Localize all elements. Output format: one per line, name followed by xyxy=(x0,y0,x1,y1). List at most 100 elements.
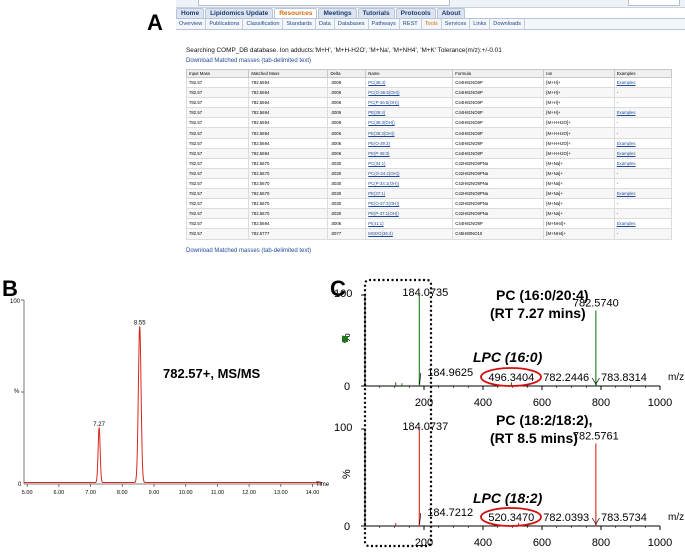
lipid-name-link[interactable]: PC(O-36:5(OH)) xyxy=(365,87,454,99)
subnav-item-data[interactable]: Data xyxy=(316,19,335,29)
table-cell: .0030 xyxy=(327,208,367,220)
table-cell: [M+NH4]+ xyxy=(543,218,615,230)
subnav-item-links[interactable]: Links xyxy=(470,19,491,29)
lipid-name-link[interactable]: PC(34:1) xyxy=(365,157,454,169)
table-cell: 782.57 xyxy=(185,107,250,119)
column-header[interactable]: Matched Mass xyxy=(248,69,329,78)
examples-link[interactable]: Examples xyxy=(613,188,673,200)
subnav-item-overview[interactable]: Overview xyxy=(176,19,207,29)
table-cell: 782.5670 xyxy=(248,188,329,200)
lipid-name-link[interactable]: PE(39:3(OH)) xyxy=(365,127,454,139)
lipid-name-link[interactable]: PE(O-39:3) xyxy=(365,137,454,149)
address-bar[interactable] xyxy=(198,0,450,6)
table-cell: [M+Na]+ xyxy=(543,188,615,200)
examples-link[interactable]: Examples xyxy=(613,218,673,230)
table-cell: 782.57 xyxy=(185,228,250,240)
lipid-name-link[interactable]: PE(P-37:1(OH)) xyxy=(365,208,454,220)
bottom-lpc-highlight xyxy=(480,507,542,527)
subnav-item-rest[interactable]: REST xyxy=(400,19,422,29)
lipid-name-link[interactable]: MGDG(36:4) xyxy=(365,228,454,240)
table-cell: 782.5670 xyxy=(248,177,329,190)
lipid-name-link[interactable]: PI(41:1) xyxy=(365,218,454,230)
bottom-x-axis-title: m/z xyxy=(668,512,684,523)
lipid-name-link[interactable]: PE(P-39:3) xyxy=(365,147,454,159)
top-x-tick-label: 800 xyxy=(592,397,610,409)
top-peak-label: 184.9625 xyxy=(427,367,473,379)
table-row: 782.57 782.5670.0030 PC(P-34:1(OH)) C42H82N… xyxy=(185,177,673,190)
table-cell: [M+H-H2O]+ xyxy=(543,127,615,139)
main-nav: Home Lipidomics Update Resources Meetings Tu… xyxy=(176,8,466,18)
subnav-item-publications[interactable]: Publications xyxy=(206,19,244,29)
table-cell: C44H81NO8P xyxy=(452,137,545,149)
examples-link[interactable]: Examples xyxy=(613,76,673,89)
series-marker xyxy=(342,336,348,342)
nav-tab-tutorials[interactable]: Tutorials xyxy=(357,8,395,18)
examples-link[interactable]: Examples xyxy=(613,107,673,119)
y-bottom-label: 0 xyxy=(18,482,22,488)
table-cell: 782.5694 xyxy=(248,87,329,99)
table-row: 782.57 782.5694.0006 PE(39:4) C44H81NO8P [M+… xyxy=(185,107,673,119)
top-rt-label: (RT 7.27 mins) xyxy=(490,305,586,321)
table-cell: 782.57 xyxy=(185,218,250,230)
nav-tab-home[interactable]: Home xyxy=(176,8,205,18)
table-cell: C45H80NO10 xyxy=(452,228,545,240)
table-row: 782.57 782.5694.0006 PC(36:3(OH)) C44H81NO8… xyxy=(185,117,673,129)
nav-tab-resources[interactable]: Resources xyxy=(274,8,318,18)
table-cell: 782.5694 xyxy=(248,97,329,109)
column-header[interactable]: Name xyxy=(365,69,454,78)
lipid-name-link[interactable]: PC(P-34:1(OH)) xyxy=(365,177,454,190)
lipid-name-link[interactable]: PC(O-34:2(OH)) xyxy=(365,167,454,179)
browser-search-box[interactable] xyxy=(628,0,680,6)
nav-tab-lipidomics-update[interactable]: Lipidomics Update xyxy=(205,8,274,18)
x-tick-label: 9.00 xyxy=(149,490,160,496)
nav-tab-protocols[interactable]: Protocols xyxy=(395,8,436,18)
table-cell: .0030 xyxy=(327,157,367,169)
y-mid-label: % xyxy=(14,389,20,395)
subnav-item-classification[interactable]: Classification xyxy=(243,19,284,29)
bottom-y-top-label: 100 xyxy=(334,422,352,434)
table-cell: 782.5694 xyxy=(248,107,329,119)
table-cell: 782.57 xyxy=(185,137,250,149)
table-cell: [M+H-H2O]+ xyxy=(543,137,615,149)
download-matched-link-bottom[interactable]: Download Matched masses (tab-delimited t… xyxy=(186,248,312,254)
column-header[interactable]: Input Mass xyxy=(185,69,250,78)
table-cell: 782.57 xyxy=(185,117,250,129)
table-cell: C44H81NO8P xyxy=(452,147,545,159)
bottom-x-tick-label: 200 xyxy=(415,537,433,549)
examples-link[interactable]: Examples xyxy=(613,147,673,159)
examples-link[interactable]: Examples xyxy=(613,137,673,149)
subnav-item-pathways[interactable]: Pathways xyxy=(369,19,400,29)
table-cell: - xyxy=(613,127,673,139)
subnav-item-databases[interactable]: Databases xyxy=(335,19,369,29)
table-cell: - xyxy=(613,228,673,240)
table-row: 782.57 782.5694.0006 PC(O-36:5(OH)) C44H81N… xyxy=(185,87,673,99)
table-cell: .0030 xyxy=(327,188,367,200)
bottom-peak-label: 782.0393 xyxy=(543,512,589,524)
table-cell: - xyxy=(613,198,673,210)
nav-tab-meetings[interactable]: Meetings xyxy=(318,8,357,18)
column-header[interactable]: Delta xyxy=(327,69,367,78)
table-cell: C42H82NO8PNa xyxy=(452,188,545,200)
table-cell: 782.57 xyxy=(185,157,250,169)
lipid-name-link[interactable]: PE(37:1) xyxy=(365,188,454,200)
lipid-name-link[interactable]: PC(P-36:5(OH)) xyxy=(365,97,454,109)
subnav-item-downloads[interactable]: Downloads xyxy=(490,19,525,29)
lipid-name-link[interactable]: PC(36:3(OH)) xyxy=(365,117,454,129)
column-header[interactable]: Ion xyxy=(543,69,615,78)
subnav-item-standards[interactable]: Standards xyxy=(283,19,316,29)
subnav-item-tools[interactable]: Tools xyxy=(422,19,442,29)
sub-nav: Overview Publications Classification Standa… xyxy=(176,18,685,30)
lipid-name-link[interactable]: PE(O-37:2(OH)) xyxy=(365,198,454,210)
subnav-item-services[interactable]: Services xyxy=(442,19,471,29)
column-header[interactable]: Examples xyxy=(613,69,673,78)
nav-tab-about[interactable]: About xyxy=(436,8,466,18)
table-row: 782.57 782.5670.0030 PE(37:1) C42H82NO8PNa[… xyxy=(185,188,673,200)
column-header[interactable]: Formula xyxy=(452,69,545,78)
table-cell: - xyxy=(613,87,673,99)
table-cell: 782.5694 xyxy=(248,127,329,139)
lipid-name-link[interactable]: PE(39:4) xyxy=(365,107,454,119)
examples-link[interactable]: Examples xyxy=(613,157,673,169)
lipid-name-link[interactable]: PC(36:4) xyxy=(365,76,454,89)
chromatogram-chart: 5.00 6.00 7.00 8.00 9.00 10.00 11.00 12.00 13.00… xyxy=(10,299,330,496)
download-matched-link[interactable]: Download Matched masses (tab-delimited t… xyxy=(186,58,312,64)
